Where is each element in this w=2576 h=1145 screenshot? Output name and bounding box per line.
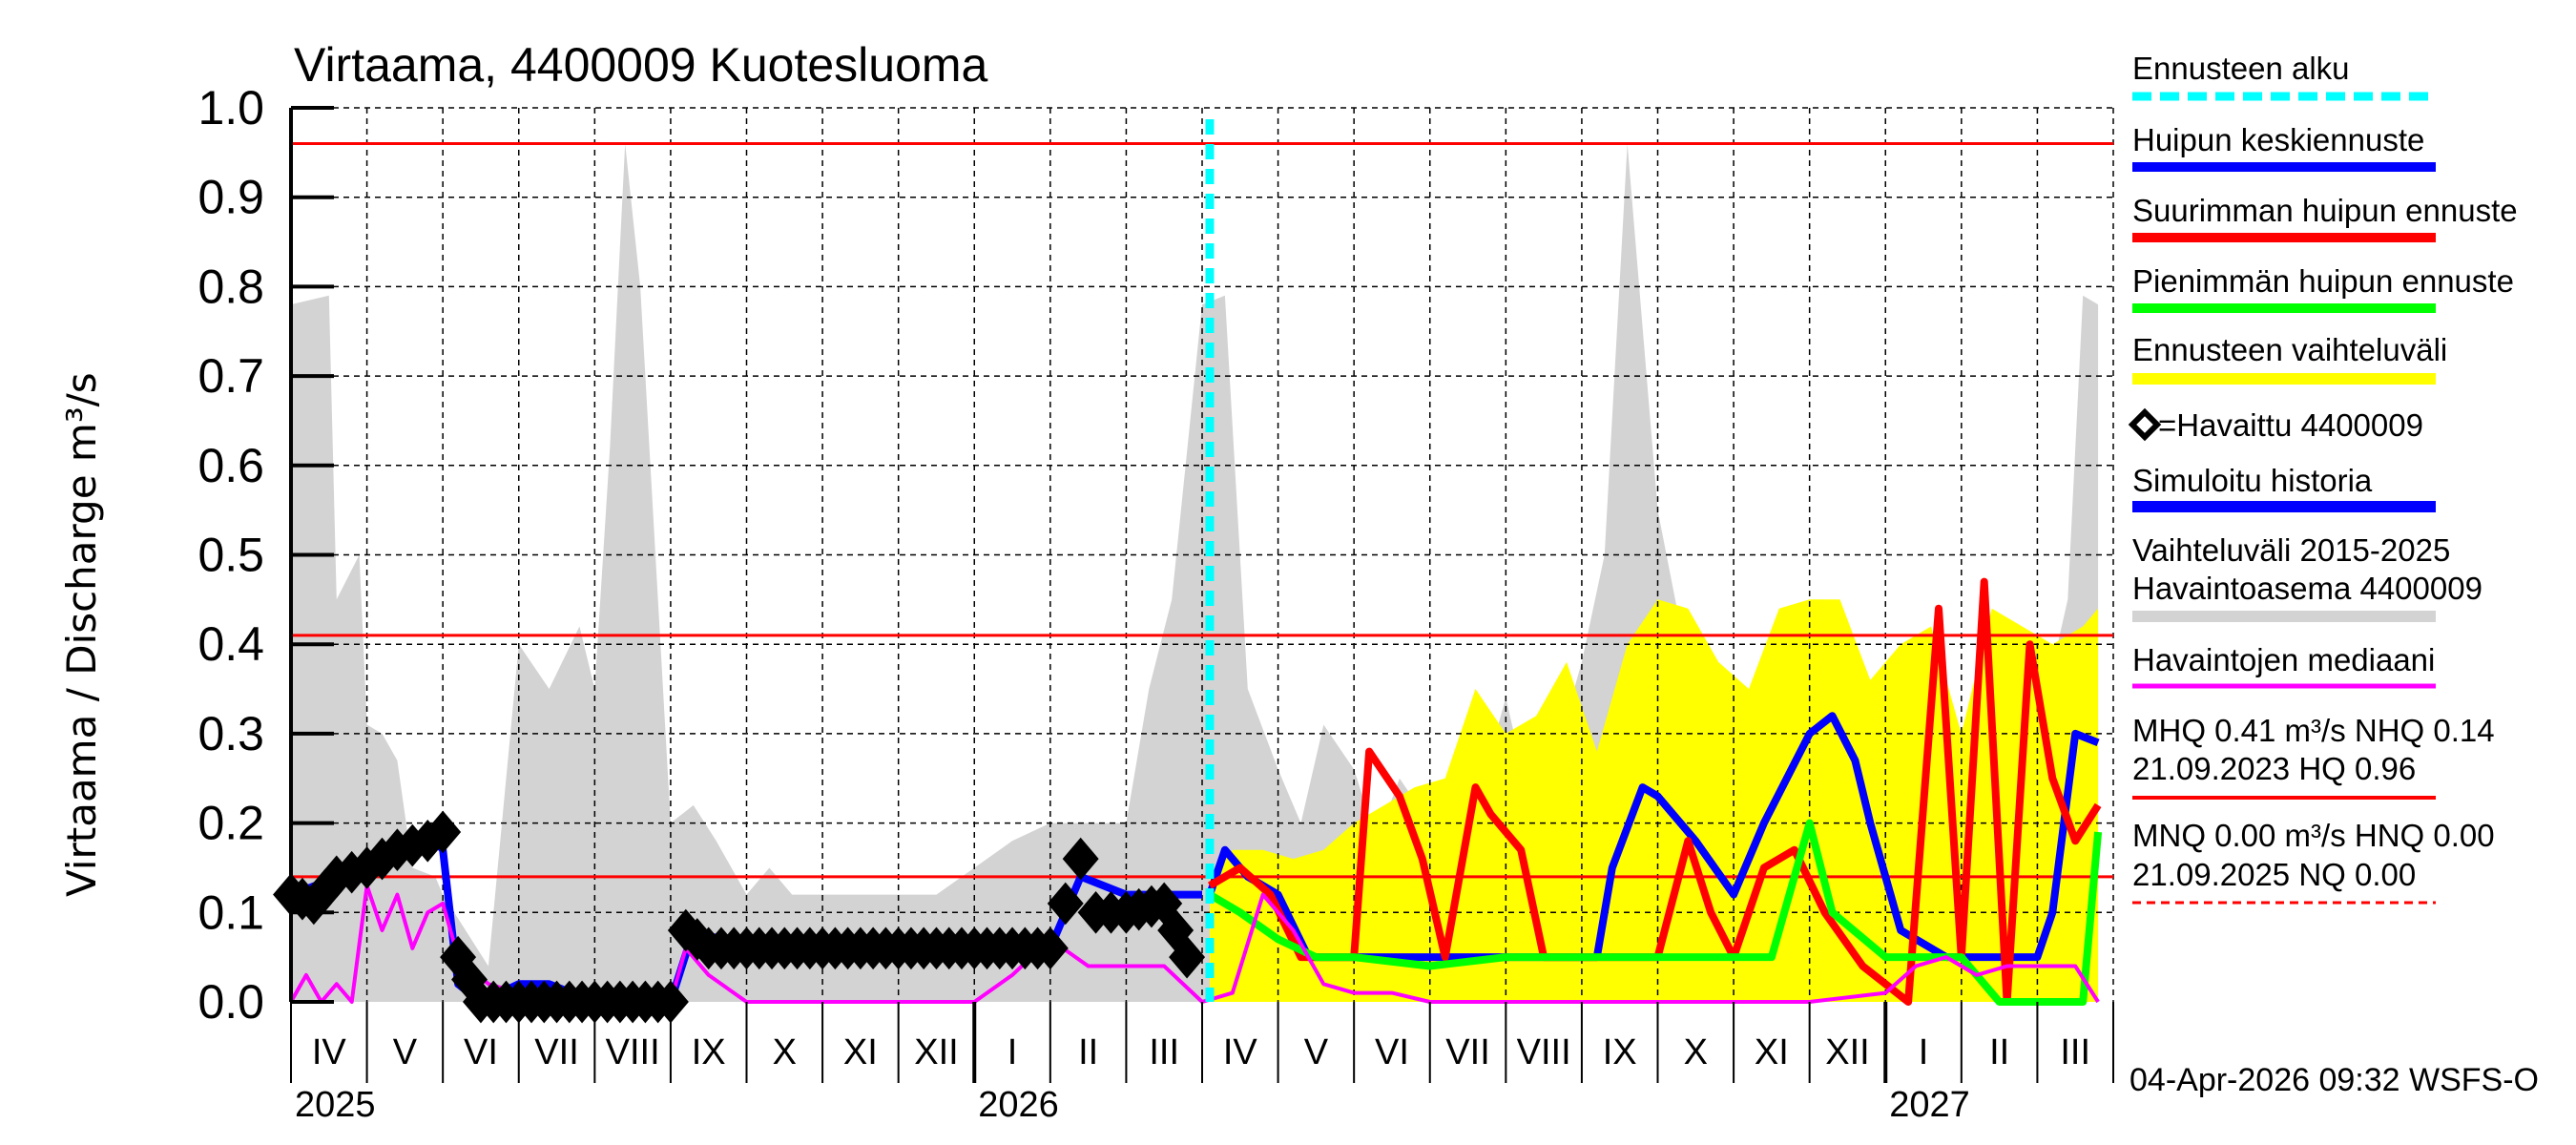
month-label: XII bbox=[914, 1032, 958, 1072]
legend-observed: =Havaittu 4400009 bbox=[2158, 407, 2423, 443]
y-tick-label: 1.0 bbox=[197, 81, 264, 135]
y-tick-label: 0.1 bbox=[197, 885, 264, 939]
grid-lines bbox=[291, 107, 2114, 1002]
month-label: VIII bbox=[606, 1032, 660, 1072]
month-label: XI bbox=[1755, 1032, 1789, 1072]
legend-simulated: Simuloitu historia bbox=[2132, 463, 2373, 498]
plot-areas bbox=[291, 143, 2099, 1002]
series-line bbox=[1207, 577, 2102, 1006]
legend-forecast-range: Ennusteen vaihteluväli bbox=[2132, 332, 2447, 367]
legend-min-forecast: Pienimmän huipun ennuste bbox=[2132, 263, 2514, 299]
y-tick-label: 0.8 bbox=[197, 260, 264, 313]
chart-title: Virtaama, 4400009 Kuotesluoma bbox=[294, 38, 988, 92]
month-label: VIII bbox=[1517, 1032, 1571, 1072]
legend-forecast-start: Ennusteen alku bbox=[2132, 51, 2350, 86]
legend-mhq-line2: 21.09.2023 HQ 0.96 bbox=[2132, 751, 2416, 786]
y-tick-label: 0.3 bbox=[197, 707, 264, 760]
y-tick-label: 0.7 bbox=[197, 349, 264, 403]
series-line bbox=[1207, 819, 2103, 1006]
y-tick-label: 0.0 bbox=[197, 975, 264, 1029]
legend-mean-forecast: Huipun keskiennuste bbox=[2132, 122, 2424, 157]
y-axis-label: Virtaama / Discharge m³/s bbox=[58, 372, 105, 897]
legend-median: Havaintojen mediaani bbox=[2132, 642, 2435, 677]
month-label: V bbox=[393, 1032, 418, 1072]
y-tick-label: 0.2 bbox=[197, 797, 264, 850]
legend-mnq-line1: MNQ 0.00 m³/s HNQ 0.00 bbox=[2132, 818, 2495, 853]
month-label: X bbox=[773, 1032, 797, 1072]
month-label: VI bbox=[464, 1032, 498, 1072]
timestamp: 04-Apr-2026 09:32 WSFS-O bbox=[2129, 1062, 2539, 1098]
month-label: IX bbox=[692, 1032, 726, 1072]
year-label: 2026 bbox=[978, 1085, 1059, 1125]
month-label: XII bbox=[1825, 1032, 1869, 1072]
legend: Ennusteen alku Huipun keskiennuste Suuri… bbox=[2128, 51, 2518, 905]
month-label: I bbox=[1008, 1032, 1018, 1072]
month-label: V bbox=[1304, 1032, 1329, 1072]
month-label: IX bbox=[1603, 1032, 1637, 1072]
x-axis-months: IV V VI VII VIII IX X XI XII I II III IV V VI VII VIII IX… bbox=[295, 1032, 2090, 1125]
year-label: 2027 bbox=[1889, 1085, 1970, 1125]
diamond-icon bbox=[2128, 407, 2162, 442]
month-label: VII bbox=[1445, 1032, 1489, 1072]
legend-mnq-line2: 21.09.2025 NQ 0.00 bbox=[2132, 857, 2416, 892]
month-label: X bbox=[1684, 1032, 1708, 1072]
month-label: VI bbox=[1375, 1032, 1409, 1072]
month-label: XI bbox=[843, 1032, 878, 1072]
year-label: 2025 bbox=[295, 1085, 376, 1125]
legend-range-line2: Havaintoasema 4400009 bbox=[2132, 571, 2483, 606]
legend-range-line1: Vaihteluväli 2015-2025 bbox=[2132, 532, 2450, 568]
legend-mhq-line1: MHQ 0.41 m³/s NHQ 0.14 bbox=[2132, 713, 2495, 748]
month-label: IV bbox=[312, 1032, 347, 1072]
y-tick-label: 0.4 bbox=[197, 617, 264, 671]
y-tick-label: 0.9 bbox=[197, 171, 264, 224]
month-label: I bbox=[1919, 1032, 1929, 1072]
y-axis-ticks: 0.0 0.1 0.2 0.3 0.4 0.5 0.6 0.7 0.8 0.9 1.0 bbox=[197, 81, 334, 1029]
month-label: VII bbox=[534, 1032, 578, 1072]
y-tick-label: 0.5 bbox=[197, 529, 264, 582]
month-label: II bbox=[1078, 1032, 1098, 1072]
y-tick-label: 0.6 bbox=[197, 439, 264, 492]
legend-max-forecast: Suurimman huipun ennuste bbox=[2132, 193, 2518, 228]
month-label: IV bbox=[1223, 1032, 1258, 1072]
observed-markers bbox=[273, 810, 1206, 1024]
month-label: III bbox=[1149, 1032, 1179, 1072]
month-label: III bbox=[2060, 1032, 2090, 1072]
month-label: II bbox=[1989, 1032, 2009, 1072]
